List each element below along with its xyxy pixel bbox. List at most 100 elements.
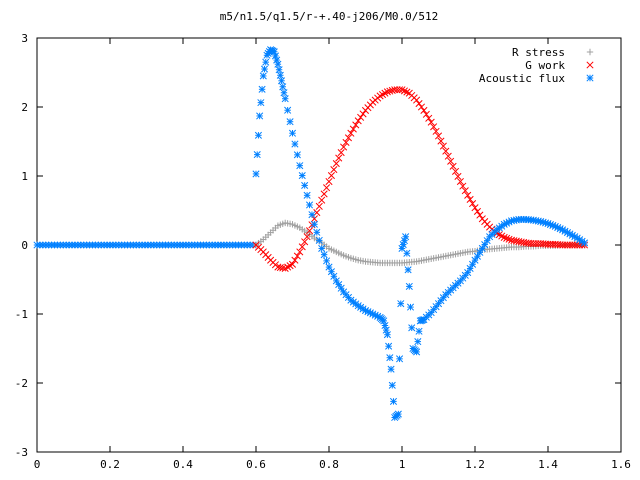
x-tick-label: 0.2 [100, 458, 120, 471]
data-point [275, 66, 283, 74]
data-point [466, 195, 474, 204]
y-tick-label: 1 [21, 170, 28, 183]
data-point [258, 85, 266, 93]
data-point [386, 87, 394, 95]
data-point [380, 317, 388, 325]
baseline-marks [33, 241, 257, 249]
data-point [327, 171, 335, 180]
data-point [383, 331, 391, 339]
data-point [315, 236, 323, 244]
data-point [406, 303, 415, 311]
data-point [260, 65, 269, 73]
data-point [427, 118, 435, 126]
data-point [277, 77, 286, 85]
data-point [342, 138, 350, 146]
data-point [505, 235, 513, 243]
data-point [298, 171, 306, 180]
data-point [432, 127, 440, 135]
data-point [330, 166, 338, 174]
data-point [291, 256, 299, 264]
y-tick-label: 2 [21, 101, 28, 114]
data-point [381, 321, 389, 330]
data-point [437, 137, 445, 145]
data-point [303, 233, 311, 241]
data-point [415, 99, 423, 108]
data-marks [33, 46, 589, 422]
x-tick-label: 0.4 [173, 458, 193, 471]
data-point [310, 220, 318, 228]
data-point [425, 114, 433, 122]
data-point [400, 237, 408, 245]
data-point [387, 365, 395, 373]
data-point [305, 227, 314, 235]
data-point [382, 326, 390, 334]
series-g-work [252, 86, 589, 273]
x-tick-label: 0.8 [319, 458, 339, 471]
data-point [476, 211, 484, 219]
data-point [414, 338, 422, 346]
x-tick-label: 1.2 [465, 458, 485, 471]
y-tick-label: -2 [15, 377, 28, 390]
data-point [415, 327, 423, 335]
x-tick-label: 1.6 [611, 458, 631, 471]
data-point [323, 257, 331, 265]
data-point [456, 177, 464, 186]
data-point [359, 110, 367, 118]
x-tick-label: 0.6 [246, 458, 266, 471]
data-point [357, 113, 365, 121]
axes: 0 0.2 0.4 0.6 0.8 1 1.2 1.4 1.6 3 2 1 0 -1 -2 -3 [15, 32, 631, 471]
data-point [340, 143, 348, 151]
data-point [354, 117, 362, 125]
data-point [293, 252, 301, 260]
x-tick-label: 1.4 [538, 458, 558, 471]
data-point [335, 154, 343, 162]
data-point [403, 249, 411, 257]
data-point [281, 95, 289, 103]
data-point [359, 305, 367, 313]
data-point [256, 112, 264, 120]
data-point [257, 99, 265, 107]
data-point [288, 260, 297, 268]
data-point [383, 88, 391, 96]
data-point [318, 244, 326, 253]
data-point [301, 181, 309, 189]
data-point [434, 132, 443, 140]
data-point [389, 397, 398, 405]
data-point [459, 182, 467, 190]
data-point [449, 162, 457, 170]
y-tick-label: -3 [15, 446, 28, 459]
data-point [279, 83, 287, 91]
data-point [313, 228, 321, 236]
data-point [273, 56, 281, 64]
data-point [323, 184, 331, 192]
data-point [430, 123, 438, 131]
legend-label: R stress [512, 46, 565, 59]
data-point [405, 282, 413, 290]
y-tick-label: 0 [21, 239, 28, 252]
data-point [347, 129, 355, 137]
data-point [288, 129, 297, 137]
data-point [254, 131, 262, 139]
data-point [388, 381, 396, 389]
x-tick-label: 0 [34, 458, 41, 471]
y-tick-label: 3 [21, 32, 28, 45]
data-point [352, 121, 360, 129]
legend-marker [586, 48, 594, 56]
data-point [454, 172, 462, 181]
data-point [270, 48, 278, 56]
data-point [280, 89, 288, 97]
data-point [296, 248, 304, 256]
data-point [303, 191, 311, 199]
data-point [471, 204, 479, 212]
data-point [580, 239, 589, 247]
data-point [422, 110, 430, 118]
data-point [566, 230, 574, 238]
data-point [461, 187, 469, 195]
data-point [298, 243, 306, 251]
data-point [296, 162, 304, 170]
data-point [503, 234, 511, 242]
data-point [559, 226, 567, 234]
data-point [447, 157, 455, 165]
